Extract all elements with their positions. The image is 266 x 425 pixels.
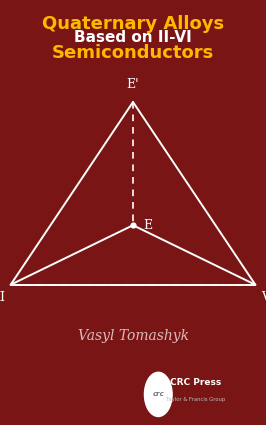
Text: CRC Press: CRC Press <box>170 378 221 387</box>
Text: Based on II-VI: Based on II-VI <box>74 30 192 45</box>
Text: crc: crc <box>152 391 164 397</box>
Text: II: II <box>0 291 5 304</box>
Circle shape <box>144 372 172 416</box>
Text: Semiconductors: Semiconductors <box>52 44 214 62</box>
Text: Vasyl Tomashyk: Vasyl Tomashyk <box>77 329 189 343</box>
Point <box>131 222 135 229</box>
Text: E': E' <box>127 78 139 91</box>
Text: Taylor & Francis Group: Taylor & Francis Group <box>166 397 225 402</box>
Text: Quaternary Alloys: Quaternary Alloys <box>42 15 224 33</box>
Text: E: E <box>144 219 153 232</box>
Text: VI: VI <box>261 291 266 304</box>
